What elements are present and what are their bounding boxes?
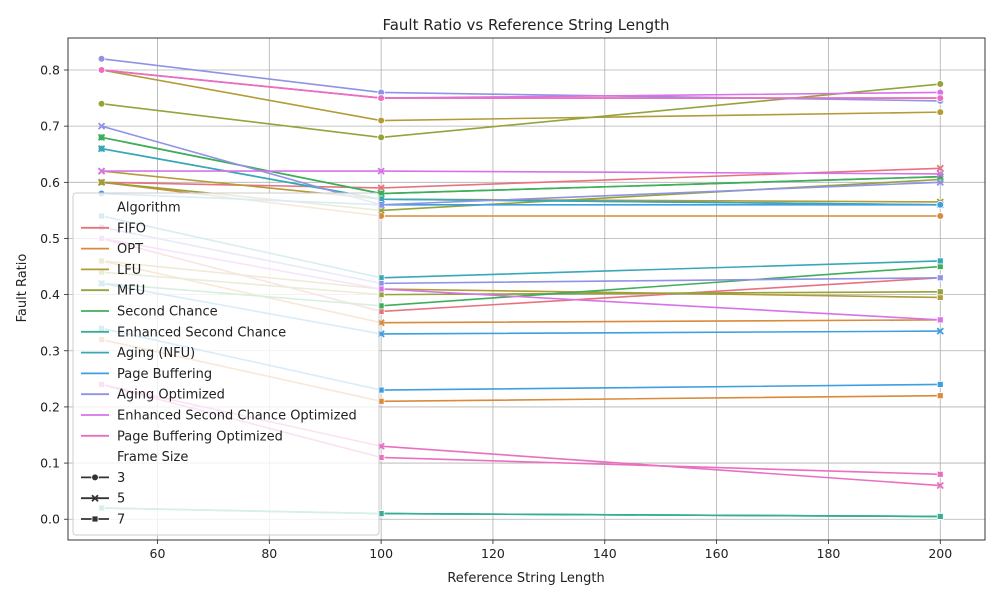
axes-layer: 60 80 100 120 140 160 180 200 0.0 0.1 0.2 0.3 0.4 0.5… bbox=[40, 37, 986, 561]
legend-hue-title: Algorithm bbox=[117, 201, 181, 216]
data-point bbox=[377, 167, 385, 175]
legend-label: FIFO bbox=[117, 221, 146, 236]
series-line bbox=[101, 170, 941, 175]
data-point bbox=[936, 274, 944, 282]
data-point bbox=[936, 316, 944, 324]
legend-entry: FIFO bbox=[81, 221, 146, 236]
legend-entry: Page Buffering bbox=[81, 367, 212, 382]
series-page-buffering-optimized-frame-3 bbox=[97, 66, 945, 102]
legend-marker bbox=[91, 473, 99, 482]
series-line bbox=[101, 57, 941, 102]
data-point bbox=[936, 164, 944, 172]
x-tick-label: 80 bbox=[261, 546, 277, 561]
data-point bbox=[936, 481, 944, 490]
data-point bbox=[97, 99, 106, 108]
data-point bbox=[936, 212, 945, 220]
legend-entry: Aging (NFU) bbox=[81, 346, 195, 361]
y-tick-label: 0.1 bbox=[40, 456, 60, 471]
legend-style-title: Frame Size bbox=[117, 450, 188, 465]
legend-box bbox=[72, 192, 380, 536]
legend-label: LFU bbox=[117, 263, 141, 278]
legend-label: Enhanced Second Chance Optimized bbox=[117, 409, 357, 424]
data-point bbox=[97, 122, 106, 130]
legend-entry: Second Chance bbox=[81, 305, 218, 320]
legend-frame-entry: 5 bbox=[81, 492, 125, 507]
data-point bbox=[377, 133, 385, 142]
plot-frame bbox=[67, 37, 986, 541]
series-enhanced-second-chance-optimized-frame-5 bbox=[97, 167, 944, 178]
chart-title: Fault Ratio vs Reference String Length bbox=[382, 16, 669, 34]
legend-frame-entry: 3 bbox=[81, 471, 125, 486]
data-point bbox=[97, 66, 106, 74]
y-tick-label: 0.7 bbox=[40, 119, 60, 134]
legend-entry: OPT bbox=[81, 242, 143, 257]
data-point bbox=[936, 263, 944, 270]
y-tick-label: 0.6 bbox=[40, 175, 60, 190]
legend-label: Aging Optimized bbox=[117, 388, 225, 403]
data-point bbox=[936, 200, 945, 209]
legend-entry: Enhanced Second Chance Optimized bbox=[81, 409, 357, 424]
data-point bbox=[97, 167, 106, 175]
legend-marker bbox=[91, 494, 99, 502]
legend-marker bbox=[91, 515, 99, 523]
legend-entry: MFU bbox=[81, 284, 145, 299]
legend-label: 5 bbox=[117, 492, 125, 507]
data-point bbox=[936, 80, 945, 88]
legend-label: 3 bbox=[117, 471, 125, 486]
legend-frame-entry: 7 bbox=[81, 513, 125, 528]
data-point bbox=[936, 294, 944, 301]
legend-label: Page Buffering Optimized bbox=[117, 429, 283, 444]
data-point bbox=[936, 513, 944, 520]
legend-entry: Page Buffering Optimized bbox=[81, 429, 283, 444]
data-point bbox=[97, 54, 106, 63]
legend-entry: Enhanced Second Chance bbox=[81, 325, 286, 340]
legend-label: OPT bbox=[117, 242, 143, 257]
data-point bbox=[377, 184, 385, 192]
x-tick-label: 60 bbox=[150, 546, 166, 561]
legend-label: MFU bbox=[117, 284, 145, 299]
legend-label: Page Buffering bbox=[117, 367, 212, 382]
y-tick-label: 0.2 bbox=[40, 399, 60, 414]
data-point bbox=[936, 381, 944, 388]
data-point bbox=[97, 133, 106, 142]
data-point bbox=[936, 170, 944, 178]
y-axis-label: Fault Ratio bbox=[15, 254, 30, 323]
legend-label: 7 bbox=[117, 513, 125, 528]
legend-label: Aging (NFU) bbox=[117, 346, 195, 361]
data-point bbox=[936, 108, 945, 116]
x-tick-label: 120 bbox=[481, 546, 505, 561]
data-point bbox=[97, 144, 106, 153]
data-point bbox=[377, 116, 385, 125]
data-point bbox=[936, 257, 944, 265]
x-tick-label: 140 bbox=[593, 546, 617, 561]
data-point bbox=[936, 327, 944, 335]
legend-entry: Aging Optimized bbox=[81, 388, 225, 403]
y-tick-label: 0.3 bbox=[40, 343, 60, 358]
data-point bbox=[936, 392, 944, 400]
data-point bbox=[936, 470, 944, 478]
y-tick-label: 0.5 bbox=[40, 231, 60, 246]
x-axis-label: Reference String Length bbox=[447, 571, 604, 586]
data-point bbox=[377, 94, 385, 102]
y-tick-label: 0.8 bbox=[40, 63, 60, 78]
data-point bbox=[936, 178, 944, 186]
x-tick-label: 180 bbox=[817, 546, 841, 561]
series-mfu-frame-3 bbox=[97, 80, 945, 142]
y-tick-label: 0.0 bbox=[40, 512, 60, 527]
data-point bbox=[936, 94, 945, 102]
legend-label: Enhanced Second Chance bbox=[117, 325, 286, 340]
x-tick-label: 200 bbox=[928, 546, 952, 561]
y-tick-label: 0.4 bbox=[40, 287, 60, 302]
legend-entry: LFU bbox=[81, 263, 141, 278]
x-tick-label: 160 bbox=[705, 546, 729, 561]
legend: Algorithm FIFO OPT LFU MFU Second Chance Enhan… bbox=[72, 192, 380, 536]
data-point bbox=[936, 288, 944, 296]
x-tick-label: 100 bbox=[369, 546, 393, 561]
legend-label: Second Chance bbox=[117, 305, 218, 320]
data-point bbox=[97, 178, 106, 186]
